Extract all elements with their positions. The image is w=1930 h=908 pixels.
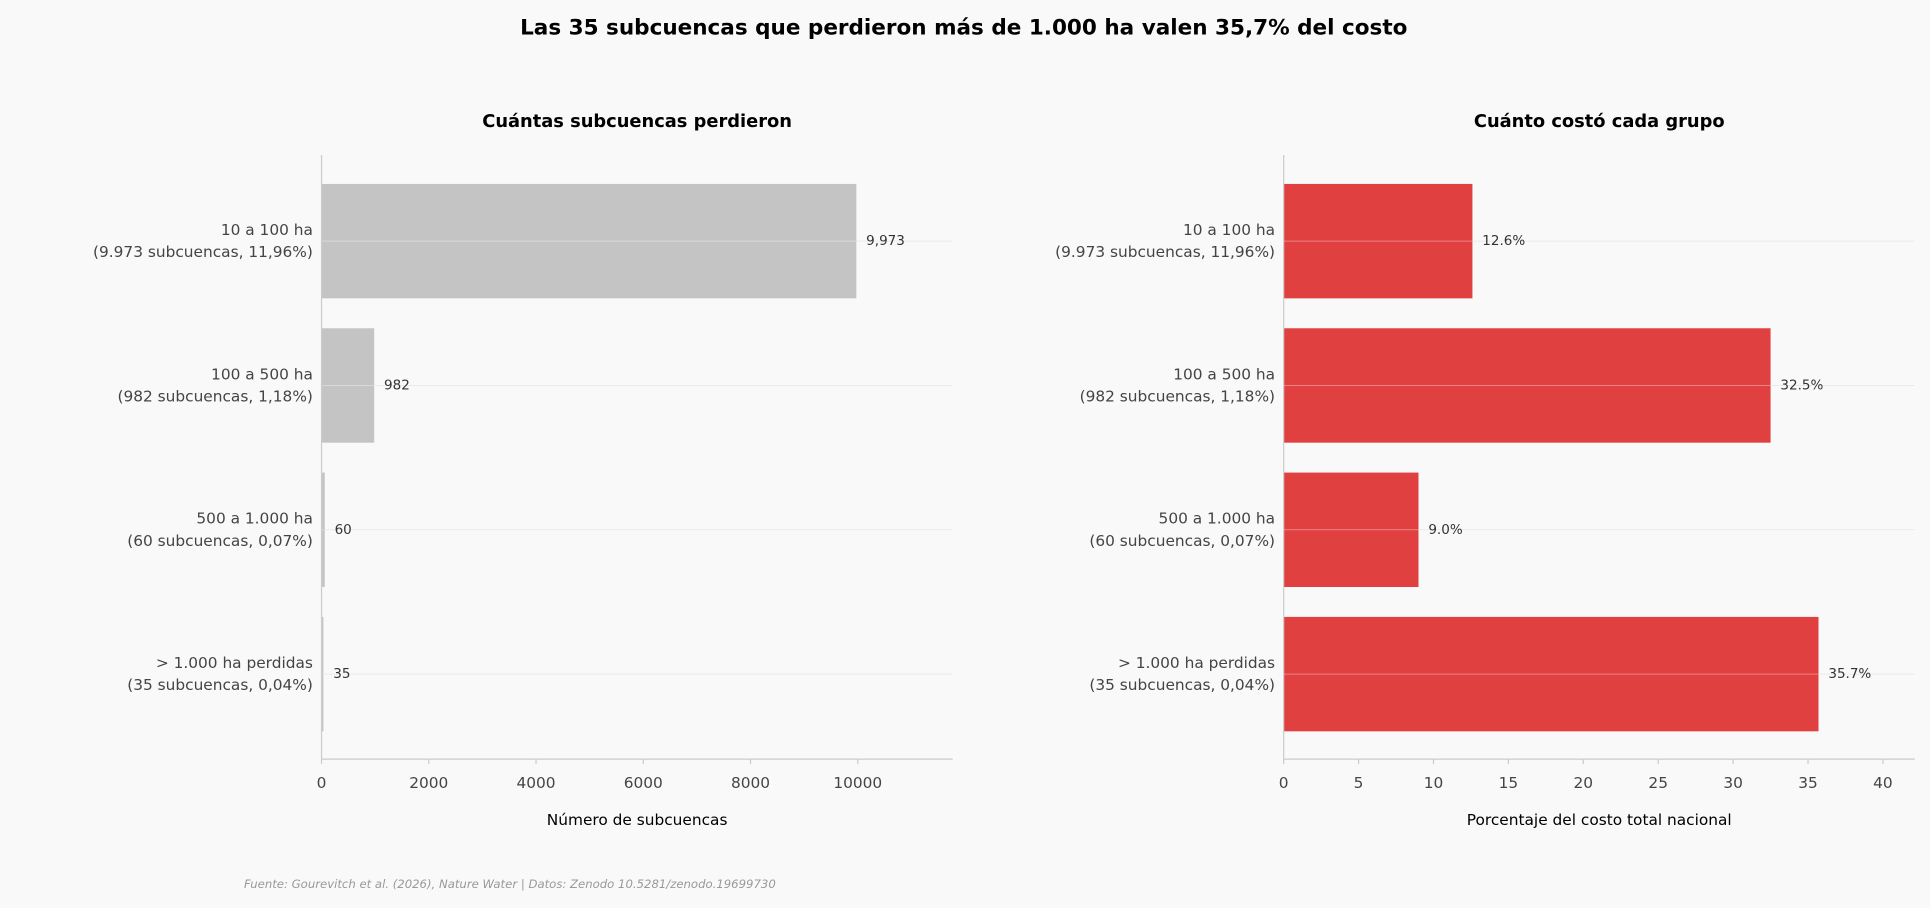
x-tick-label: 5: [1354, 774, 1364, 792]
x-tick-label: 10: [1424, 774, 1444, 792]
x-tick-label: 0: [317, 774, 327, 792]
bar: [1283, 472, 1419, 588]
x-tick-label: 10000: [833, 774, 882, 792]
x-tick-label: 35: [1798, 774, 1818, 792]
y-tick-label: 100 a 500 ha (982 subcuencas, 1,18%): [1080, 365, 1275, 405]
x-tick-label: 25: [1648, 774, 1668, 792]
value-label: 982: [384, 377, 410, 393]
y-tick-label: 500 a 1.000 ha (60 subcuencas, 0,07%): [1089, 509, 1275, 549]
x-tick-label: 0: [1279, 774, 1289, 792]
value-label: 9,973: [866, 233, 905, 249]
x-axis-label: Número de subcuencas: [547, 811, 728, 829]
y-tick-label: > 1.000 ha perdidas (35 subcuencas, 0,04%…: [127, 654, 313, 694]
value-label: 35.7%: [1828, 666, 1871, 682]
x-tick-label: 6000: [624, 774, 663, 792]
y-tick-label: > 1.000 ha perdidas (35 subcuencas, 0,04%…: [1089, 654, 1275, 694]
x-tick-label: 4000: [516, 774, 555, 792]
value-label: 9.0%: [1428, 522, 1462, 538]
bar: [321, 472, 325, 588]
bar: [321, 183, 857, 299]
y-tick-label: 500 a 1.000 ha (60 subcuencas, 0,07%): [127, 509, 313, 549]
bar: [321, 616, 324, 732]
bar: [1283, 328, 1771, 443]
x-tick-label: 8000: [731, 774, 770, 792]
x-tick-label: 2000: [409, 774, 448, 792]
x-tick-label: 15: [1499, 774, 1519, 792]
value-label: 32.5%: [1780, 377, 1823, 393]
value-label: 35: [333, 666, 350, 682]
x-tick-label: 40: [1873, 774, 1893, 792]
panel-title: Cuánto costó cada grupo: [1474, 111, 1725, 132]
x-axis-label: Porcentaje del costo total nacional: [1467, 811, 1732, 829]
source-note: Fuente: Gourevitch et al. (2026), Nature…: [244, 877, 776, 891]
y-tick-label: 100 a 500 ha (982 subcuencas, 1,18%): [117, 365, 312, 405]
bar: [321, 328, 375, 443]
figure-title: Las 35 subcuencas que perdieron más de 1…: [520, 15, 1407, 40]
panel-title: Cuántas subcuencas perdieron: [482, 111, 792, 132]
x-tick-label: 30: [1723, 774, 1743, 792]
bar: [1283, 616, 1819, 732]
x-tick-label: 20: [1574, 774, 1594, 792]
bar: [1283, 183, 1473, 299]
y-tick-label: 10 a 100 ha (9.973 subcuencas, 11,96%): [93, 221, 313, 261]
y-tick-label: 10 a 100 ha (9.973 subcuencas, 11,96%): [1055, 221, 1275, 261]
value-label: 12.6%: [1482, 233, 1525, 249]
value-label: 60: [335, 522, 352, 538]
